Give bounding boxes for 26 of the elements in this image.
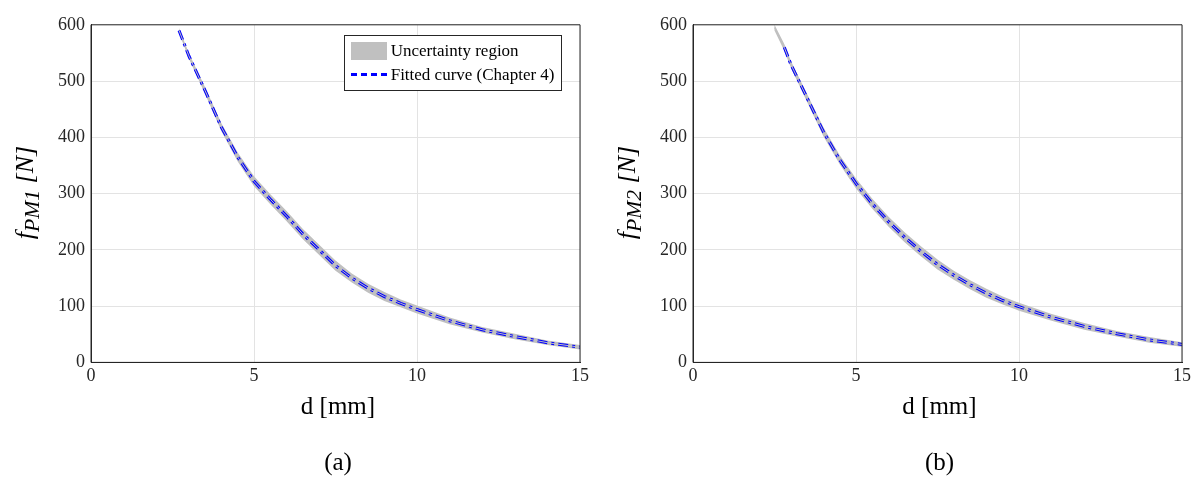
- x-tick-label: 15: [1172, 364, 1191, 385]
- x-axis-title: d [mm]: [901, 392, 978, 420]
- y-tick-label: 200: [58, 238, 85, 259]
- x-tick-label: 5: [851, 364, 860, 385]
- text: (a): [323, 448, 353, 476]
- y-tick-label: 600: [58, 13, 85, 34]
- y-tick-label: 400: [58, 126, 85, 147]
- x-tick-label: 10: [408, 364, 426, 385]
- x-tick-label: 15: [571, 364, 589, 385]
- x-axis-title: d [mm]: [299, 392, 377, 420]
- legend-label: Fitted curve (Chapter 4): [390, 63, 555, 86]
- y-tick-label: 100: [58, 294, 85, 315]
- text: (b): [923, 448, 956, 476]
- y-tick-label: 100: [659, 294, 687, 315]
- y-tick-label: 400: [659, 126, 687, 147]
- y-tick-label: 600: [659, 13, 687, 34]
- y-tick-label: 0: [677, 351, 687, 372]
- legend-label: Uncertainty region: [390, 39, 519, 62]
- x-tick-label: 5: [249, 364, 259, 385]
- y-tick-label: 300: [659, 182, 687, 203]
- y-tick-label: 0: [76, 351, 85, 372]
- y-tick-label: 500: [58, 69, 85, 90]
- y-tick-label: 500: [659, 69, 687, 90]
- y-tick-label: 300: [58, 182, 85, 203]
- y-tick-label: 200: [659, 238, 687, 259]
- x-tick-label: 10: [1009, 364, 1028, 385]
